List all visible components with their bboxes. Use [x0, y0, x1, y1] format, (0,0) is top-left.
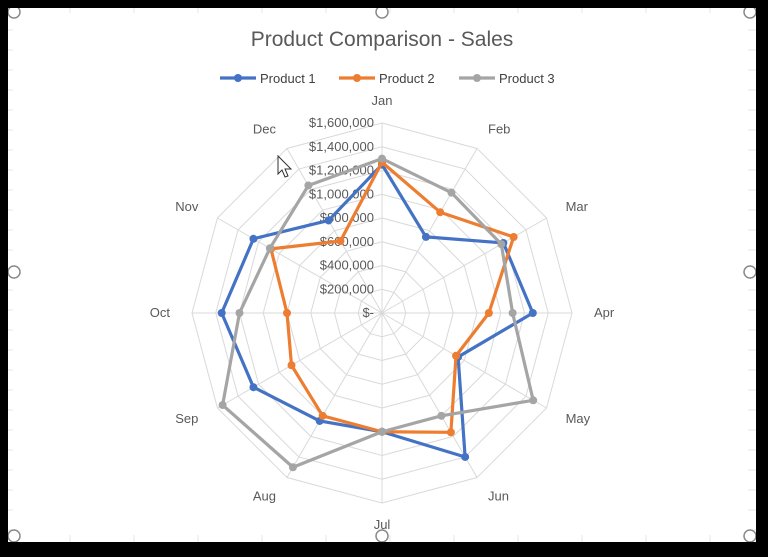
grid-spoke [217, 217, 383, 314]
data-point[interactable] [318, 411, 327, 420]
data-point[interactable] [509, 233, 518, 241]
grid-spoke [381, 312, 478, 478]
grid-spoke [381, 148, 478, 314]
data-point[interactable] [336, 237, 345, 246]
grid-spoke [286, 312, 383, 478]
series-layer[interactable] [217, 154, 538, 472]
radial-tick-label: $1,600,000 [309, 115, 374, 130]
resize-handle[interactable] [8, 265, 21, 279]
data-point[interactable] [447, 188, 456, 197]
data-point[interactable] [283, 309, 291, 317]
data-point[interactable] [378, 154, 386, 163]
category-label: May [566, 411, 591, 426]
category-label: Apr [594, 305, 615, 320]
legend-label: Product 3 [499, 71, 555, 86]
data-point[interactable] [249, 234, 258, 243]
legend-label: Product 1 [260, 71, 316, 86]
radial-tick-label: $200,000 [320, 281, 374, 296]
radial-tick-label: $600,000 [320, 234, 374, 249]
series-group[interactable] [218, 154, 538, 472]
legend-item[interactable]: Product 3 [459, 71, 555, 86]
data-point[interactable] [304, 181, 313, 190]
grid-spoke [286, 148, 383, 314]
category-label: Jul [374, 517, 391, 532]
data-point[interactable] [508, 309, 517, 317]
resize-handles[interactable] [8, 8, 756, 542]
data-point[interactable] [484, 309, 493, 317]
data-point[interactable] [528, 309, 537, 317]
legend-label: Product 2 [379, 71, 435, 86]
category-label: Dec [253, 121, 277, 136]
resize-handle[interactable] [8, 8, 21, 19]
category-label: Nov [175, 199, 199, 214]
chart-title[interactable]: Product Comparison - Sales [251, 28, 514, 51]
data-point[interactable] [436, 208, 445, 217]
radial-tick-label: $400,000 [320, 258, 374, 273]
data-point[interactable] [378, 427, 386, 436]
data-point[interactable] [288, 463, 297, 472]
resize-handle[interactable] [743, 265, 756, 279]
chart-frame[interactable]: Product Comparison - Sales Product 1 Prod… [8, 8, 756, 542]
category-label: Jan [372, 93, 393, 108]
resize-handle[interactable] [743, 529, 756, 542]
legend-item[interactable]: Product 1 [220, 71, 316, 86]
grid-spoke [381, 217, 547, 314]
data-point[interactable] [217, 309, 226, 317]
data-point[interactable] [461, 452, 470, 461]
data-point[interactable] [265, 244, 274, 253]
legend-swatch-marker [473, 74, 481, 82]
data-point[interactable] [452, 351, 461, 360]
category-label: Feb [488, 121, 510, 136]
legend-swatch-marker [353, 74, 361, 82]
data-point[interactable] [497, 240, 506, 249]
category-label: Jun [488, 489, 509, 504]
data-point[interactable] [249, 383, 258, 392]
grid-spoke [217, 312, 383, 409]
legend[interactable]: Product 1 Product 2 Product 3 [220, 71, 555, 86]
resize-handle[interactable] [8, 529, 21, 542]
data-point[interactable] [287, 361, 296, 370]
data-point[interactable] [437, 411, 446, 420]
category-label: Mar [566, 199, 589, 214]
radial-tick-label: $- [362, 305, 374, 320]
resize-handle[interactable] [375, 529, 389, 542]
mouse-cursor-icon [277, 154, 293, 178]
resize-handle[interactable] [743, 8, 756, 19]
data-point[interactable] [446, 428, 455, 437]
data-point[interactable] [529, 396, 538, 405]
category-label: Aug [253, 489, 276, 504]
data-point[interactable] [421, 232, 430, 241]
category-label: Oct [150, 305, 171, 320]
chart-area[interactable] [13, 13, 748, 535]
radar-grid [191, 122, 573, 504]
data-point[interactable] [218, 401, 227, 410]
category-label: Sep [175, 411, 198, 426]
radial-tick-label: $1,400,000 [309, 139, 374, 154]
grid-spoke [381, 312, 547, 409]
data-point[interactable] [235, 309, 244, 317]
category-labels: Jan Feb Mar Apr May Jun Jul Aug Sep Oct Nov Dec [150, 93, 615, 532]
data-point[interactable] [324, 216, 333, 225]
radial-axis-ticks: $-$200,000$400,000$600,000$800,000$1,000… [309, 115, 374, 320]
legend-swatch-marker [234, 74, 242, 82]
radar-chart[interactable]: Product Comparison - Sales Product 1 Prod… [8, 8, 756, 542]
legend-item[interactable]: Product 2 [339, 71, 435, 86]
resize-handle[interactable] [375, 8, 389, 19]
